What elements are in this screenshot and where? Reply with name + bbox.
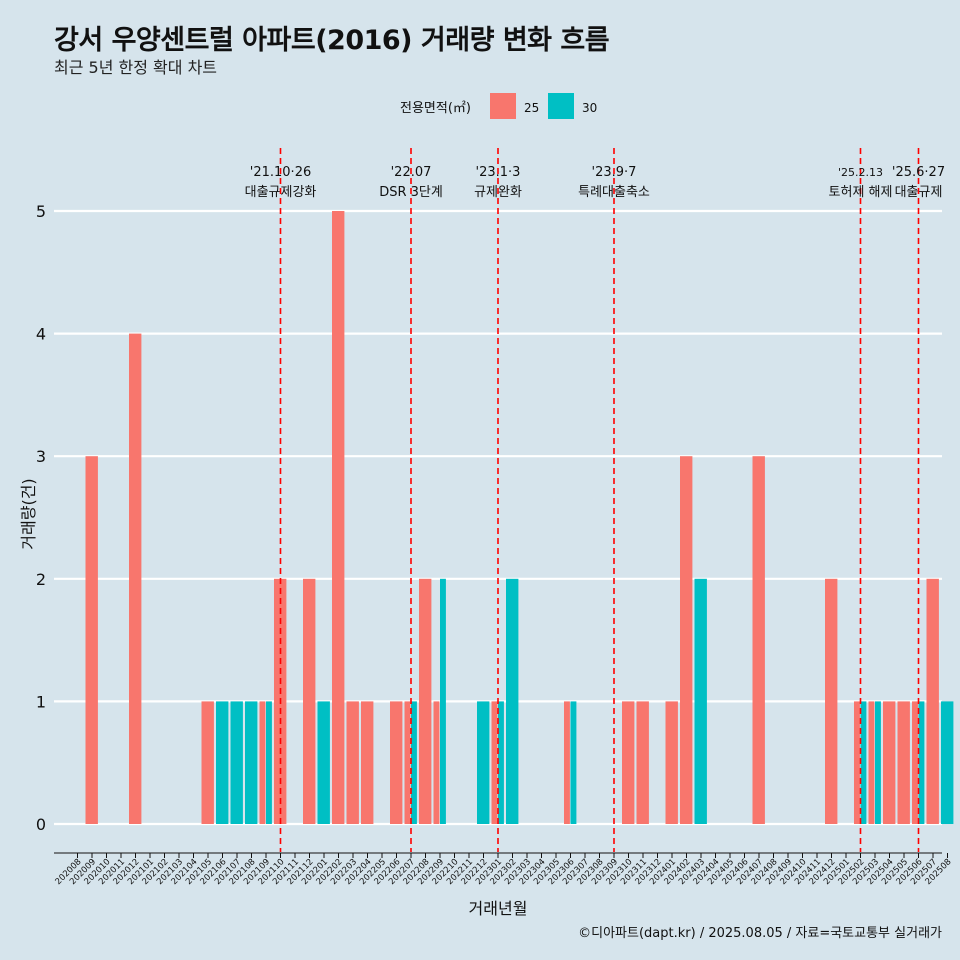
bars xyxy=(85,211,954,824)
bar-30-202212 xyxy=(477,701,490,824)
x-axis: 2020082020092020102020112020122021012021… xyxy=(54,852,954,887)
bar-30-202209 xyxy=(440,578,446,824)
annotation-label: 대출규제강화 xyxy=(245,185,317,200)
x-axis-label: 거래년월 xyxy=(469,899,528,918)
annotation-label: DSR 3단계 xyxy=(379,185,443,200)
bar-30-202109 xyxy=(266,701,272,824)
bar-25-202209 xyxy=(433,701,440,824)
legend-key-25 xyxy=(490,93,516,119)
bar-25-202204 xyxy=(361,701,374,824)
bar-25-202112 xyxy=(303,578,316,824)
bar-25-202310 xyxy=(622,701,635,824)
bar-30-202502 xyxy=(860,701,867,824)
bar-25-202202 xyxy=(332,211,345,824)
bar-25-202504 xyxy=(883,701,896,824)
legend-key-30 xyxy=(548,93,574,119)
y-axis: 0 1 2 3 4 5 xyxy=(36,202,46,834)
bar-30-202506 xyxy=(918,701,925,824)
bar-25-202206 xyxy=(390,701,403,824)
bar-25-202507 xyxy=(926,578,939,824)
policy-lines: '21.10·26 대출규제강화 '22.07 DSR 3단계 '23.1·3 규제완화 '… xyxy=(245,148,945,852)
annotation-date: '25.2.13 xyxy=(838,166,883,179)
bar-25-202207 xyxy=(404,701,411,824)
bar-25-202506 xyxy=(912,701,918,824)
chart-subtitle: 최근 5년 한정 확대 차트 xyxy=(54,58,218,77)
annotation-date: '23.9·7 xyxy=(592,165,637,180)
bar-30-202207 xyxy=(411,701,417,824)
y-axis-label: 거래량(건) xyxy=(19,478,38,549)
bar-25-202203 xyxy=(346,701,359,824)
annotation-date: '21.10·26 xyxy=(250,165,311,180)
bar-25-202105 xyxy=(201,701,214,824)
bar-25-202306 xyxy=(564,701,570,824)
caption: ©디아파트(dapt.kr) / 2025.08.05 / 자료=국토교통부 실… xyxy=(578,926,942,941)
y-tick-label: 3 xyxy=(36,447,46,466)
bar-30-202403 xyxy=(694,578,707,824)
annotation-date: '23.1·3 xyxy=(476,165,521,180)
y-tick-label: 2 xyxy=(36,570,46,589)
bar-25-202208 xyxy=(419,578,432,824)
y-tick-label: 1 xyxy=(36,692,46,711)
legend-label-30: 30 xyxy=(582,101,597,115)
y-tick-label: 5 xyxy=(36,202,46,221)
annotation-label: 토허제 해제 xyxy=(829,185,893,200)
bar-30-202508 xyxy=(941,701,954,824)
annotation-label: 대출규제 xyxy=(895,185,943,200)
bar-25-202402 xyxy=(680,456,693,824)
y-tick-label: 0 xyxy=(36,815,46,834)
bar-25-202311 xyxy=(636,701,649,824)
bar-25-202401 xyxy=(665,701,678,824)
bar-30-202301 xyxy=(498,701,504,824)
annotation-label: 특례대출축소 xyxy=(578,185,650,200)
bar-25-202301 xyxy=(491,701,498,824)
bar-25-202407 xyxy=(752,456,765,824)
bar-30-202108 xyxy=(245,701,258,824)
bar-30-202306 xyxy=(570,701,577,824)
bar-30-202503 xyxy=(875,701,881,824)
bar-25-202503 xyxy=(868,701,875,824)
bar-25-202109 xyxy=(259,701,266,824)
bar-30-202107 xyxy=(230,701,243,824)
bar-30-202106 xyxy=(216,701,229,824)
y-tick-label: 4 xyxy=(36,325,46,344)
legend-label-25: 25 xyxy=(524,101,539,115)
annotation-label: 규제완화 xyxy=(474,185,522,200)
bar-25-202505 xyxy=(897,701,910,824)
annotation-date: '25.6·27 xyxy=(892,165,945,180)
bar-25-202009 xyxy=(85,456,98,824)
legend: 전용면적(㎡) 25 30 xyxy=(400,93,597,119)
bar-30-202302 xyxy=(506,578,519,824)
bar-25-202012 xyxy=(129,333,142,824)
bar-30-202201 xyxy=(317,701,330,824)
chart-title: 강서 우양센트럴 아파트(2016) 거래량 변화 흐름 xyxy=(54,25,610,56)
legend-title: 전용면적(㎡) xyxy=(400,101,471,116)
annotation-date: '22.07 xyxy=(391,165,432,180)
bar-25-202502 xyxy=(854,701,860,824)
bar-25-202412 xyxy=(825,578,838,824)
